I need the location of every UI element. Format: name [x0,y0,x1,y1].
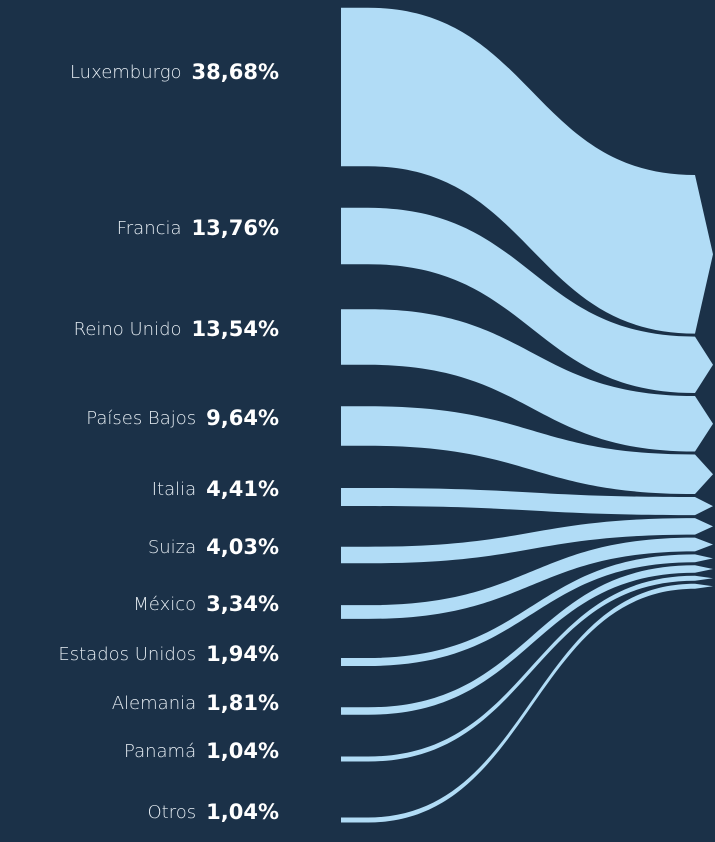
label: Suiza 4,03% [148,535,279,559]
label: México 3,34% [133,592,279,616]
label: Luxemburgo 38,68% [70,60,279,84]
value-label: 1,94% [206,642,279,666]
label: Italia 4,41% [152,477,279,501]
flow [341,309,713,452]
value-label: 13,76% [192,216,279,240]
category-label: Países Bajos [86,408,196,429]
label: Alemania 1,81% [112,691,279,715]
category-label: Panamá [124,741,196,762]
category-label: Alemania [112,693,196,714]
flow [341,406,713,495]
value-label: 9,64% [206,406,279,430]
flow [341,487,713,516]
value-label: 4,41% [206,477,279,501]
value-label: 4,03% [206,535,279,559]
label: Reino Unido 13,54% [74,317,279,341]
category-label: Otros [148,802,197,823]
category-label: Luxemburgo [70,62,182,83]
label: Francia 13,76% [117,216,279,240]
value-label: 1,81% [206,691,279,715]
label: Panamá 1,04% [124,739,279,763]
flow [341,518,713,564]
label: Otros 1,04% [148,800,279,824]
flow [341,207,713,394]
category-label: Francia [117,218,182,239]
value-label: 1,04% [206,800,279,824]
value-label: 38,68% [192,60,279,84]
value-label: 1,04% [206,739,279,763]
category-label: México [133,594,196,615]
category-label: Suiza [148,537,196,558]
value-label: 3,34% [206,592,279,616]
value-label: 13,54% [192,317,279,341]
label: Estados Unidos 1,94% [58,642,279,666]
flow [341,537,713,619]
flow [341,7,713,334]
category-label: Estados Unidos [58,644,196,665]
label: Países Bajos 9,64% [86,406,279,430]
flow [341,554,713,666]
category-label: Italia [152,479,196,500]
category-label: Reino Unido [74,319,182,340]
